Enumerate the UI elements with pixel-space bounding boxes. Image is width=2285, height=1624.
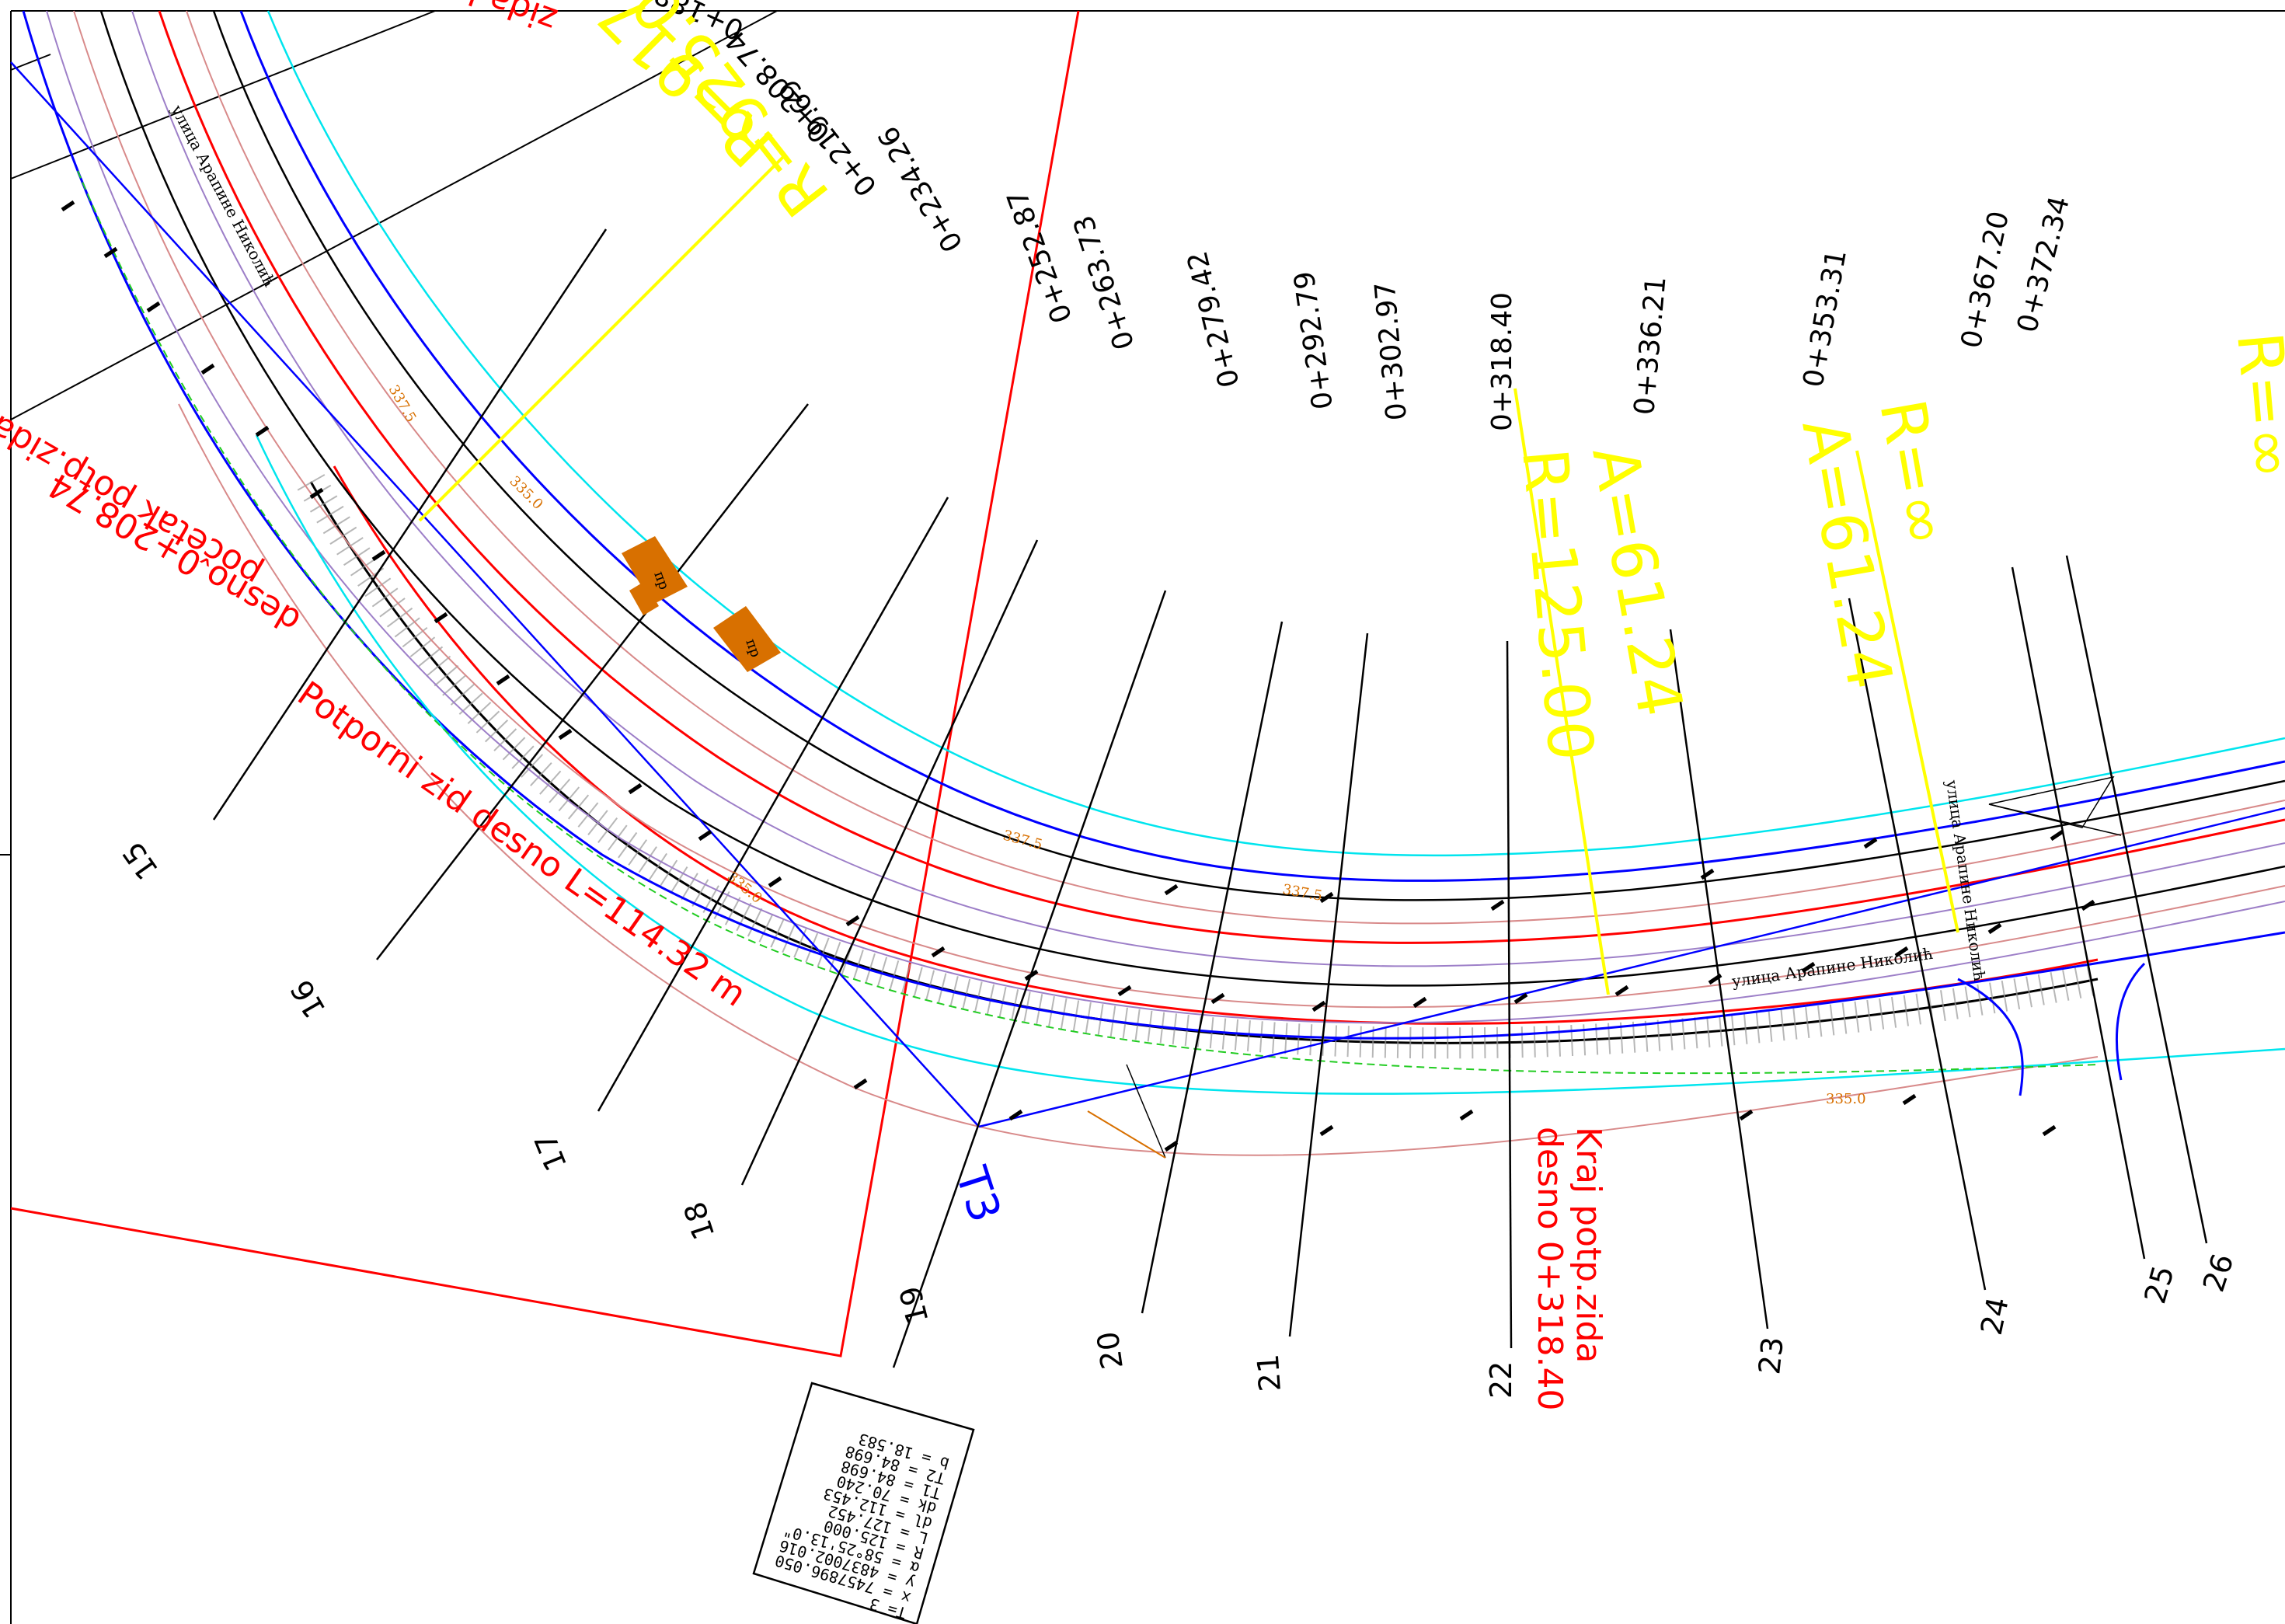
wall-end-line1: Kraj potp.zida (1569, 1127, 1608, 1363)
contour-337-5-a: 337.5 (385, 382, 420, 425)
curve-table: T= 3 x = 7457896.050 y = 4837002.016 α =… (754, 1383, 974, 1624)
profile-17: 17 (528, 1128, 573, 1176)
tangent-point-label: T3 (945, 1160, 1010, 1228)
contour-335-0-b: 335.0 (1826, 1091, 1866, 1107)
profile-15: 15 (116, 835, 165, 886)
profile-numbers: 15 16 17 18 19 20 21 22 23 24 25 26 (116, 835, 2241, 1399)
profile-25: 25 (2137, 1262, 2181, 1308)
station-0-263-73: 0+263.73 (1068, 211, 1141, 354)
profile-23: 23 (1752, 1335, 1790, 1376)
profile-19: 19 (893, 1283, 935, 1328)
station-0-252-87: 0+252.87 (1001, 186, 1079, 327)
station-0-318-40: 0+318.40 (1486, 292, 1518, 431)
profile-24: 24 (1974, 1294, 2015, 1337)
curve-r-inf-mid: R=∞ (1865, 394, 1962, 552)
station-0-372-34: 0+372.34 (2012, 193, 2076, 336)
street-name-2: улица Арапине Николић (1730, 944, 1934, 991)
profile-16: 16 (284, 974, 333, 1024)
station-0-367-20: 0+367.20 (1956, 208, 2015, 351)
building-2: пр (713, 606, 781, 672)
building-1: пр (622, 536, 688, 615)
profile-21: 21 (1251, 1353, 1287, 1392)
station-0-302-97: 0+302.97 (1370, 281, 1413, 422)
station-0-234-26: 0+234.26 (873, 120, 970, 257)
wall-end-line2: desno 0+318.40 (1530, 1127, 1569, 1411)
wall-length-label: Potporni zid desno L=114.32 m (291, 674, 754, 1014)
profile-20: 20 (1091, 1330, 1130, 1371)
wall-start-line2: desno 0+208.74 (41, 465, 307, 641)
drawing-frame (0, 11, 2285, 1624)
wall-left-start-label: zida levo 0+185.14 (235, 0, 563, 40)
station-0-292-79: 0+292.79 (1288, 269, 1339, 411)
contour-337-5-c: 337.5 (1281, 881, 1323, 904)
contour-337-5-b: 337.5 (1001, 828, 1044, 854)
station-0-336-21: 0+336.21 (1628, 275, 1672, 416)
curve-r-inf-right: R=∞ (2223, 329, 2285, 483)
contour-335-0-a: 335.0 (506, 473, 545, 513)
profile-26: 26 (2196, 1249, 2241, 1296)
profile-22: 22 (1484, 1361, 1518, 1399)
profile-18: 18 (677, 1197, 722, 1244)
station-labels: 0+188.74 0+208.74 0+219.69 0+234.26 0+25… (609, 0, 2076, 431)
station-0-353-31: 0+353.31 (1797, 247, 1852, 389)
station-0-279-42: 0+279.42 (1182, 248, 1246, 391)
contour-335-0-c: 335.0 (724, 869, 765, 907)
